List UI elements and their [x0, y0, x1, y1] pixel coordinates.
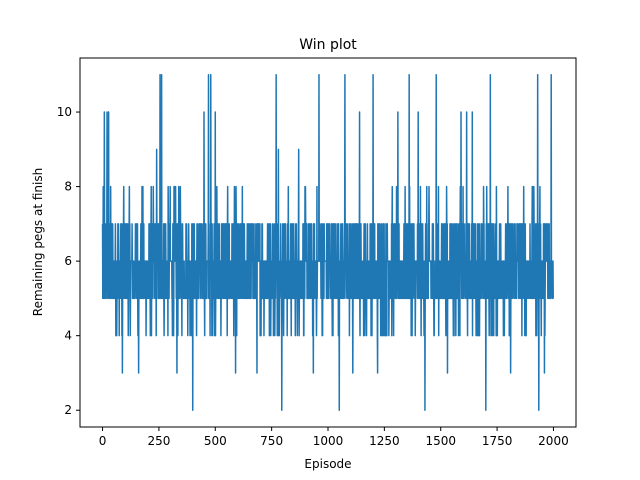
x-tick-label: 0 — [99, 434, 107, 448]
y-tick-label: 2 — [64, 403, 72, 417]
x-tick-label: 1000 — [313, 434, 344, 448]
x-tick-label: 500 — [204, 434, 227, 448]
y-tick-label: 8 — [64, 180, 72, 194]
x-tick-label: 1750 — [482, 434, 513, 448]
y-axis: 2 4 6 8 10 — [57, 105, 80, 417]
chart-title: Win plot — [299, 37, 357, 53]
x-tick-label: 750 — [260, 434, 283, 448]
y-axis-label: Remaining pegs at finish — [31, 168, 45, 316]
x-tick-label: 250 — [147, 434, 170, 448]
x-tick-label: 1250 — [369, 434, 400, 448]
series-line — [101, 74, 554, 411]
x-tick-label: 1500 — [425, 434, 456, 448]
x-tick-label: 2000 — [538, 434, 569, 448]
x-axis: 0 250 500 750 1000 1250 1500 1750 2000 — [99, 427, 569, 448]
y-tick-label: 4 — [64, 329, 72, 343]
y-tick-label: 10 — [57, 105, 72, 119]
plot-area — [101, 74, 554, 411]
y-tick-label: 6 — [64, 254, 72, 268]
x-axis-label: Episode — [304, 457, 351, 471]
